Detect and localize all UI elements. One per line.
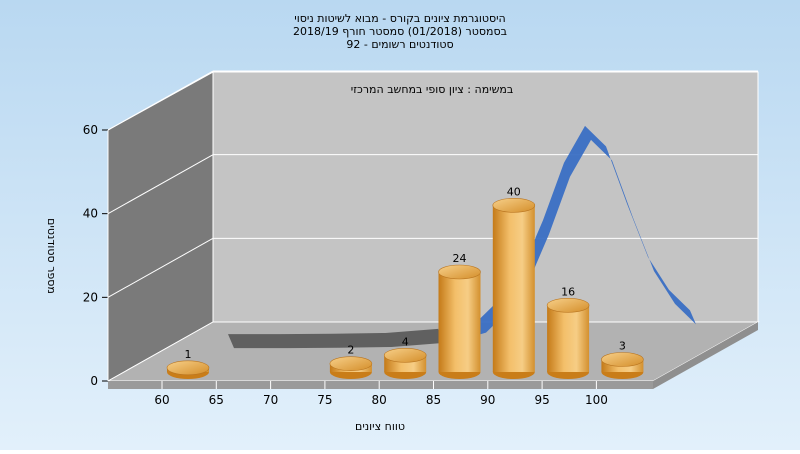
bar-75: 2 xyxy=(329,344,373,379)
y-tick-label: 40 xyxy=(83,207,98,221)
chart-title-line-1: היסטוגרמת ציונים בקורס - מבוא לשיטות ניס… xyxy=(294,12,505,25)
curve-main-segment xyxy=(438,125,696,343)
gridlines xyxy=(107,70,758,298)
back-wall xyxy=(212,71,759,323)
y-tick-label: 60 xyxy=(83,123,98,137)
bar-60: 1 xyxy=(166,348,210,379)
y-tick-label: 20 xyxy=(83,290,98,304)
x-tick-label: 75 xyxy=(317,393,332,407)
gridline-left-60 xyxy=(107,70,214,131)
x-tick-label: 100 xyxy=(585,393,608,407)
x-tick-label: 60 xyxy=(154,393,169,407)
bar-80: 4 xyxy=(383,335,427,379)
bar-value-label: 2 xyxy=(347,344,354,357)
bar-body xyxy=(492,205,535,372)
bar-value-label: 16 xyxy=(561,285,575,298)
bar-85: 24 xyxy=(438,252,481,379)
x-tick-label: 80 xyxy=(372,393,387,407)
x-tick-label: 85 xyxy=(426,393,441,407)
bar-cap xyxy=(166,360,210,376)
distribution-curve xyxy=(228,125,696,349)
bar-cap xyxy=(492,198,536,213)
axis-ticks: 0 20 40 60 60 65 70 75 80 85 90 95 100 xyxy=(83,123,608,407)
bar-cap xyxy=(438,264,481,280)
y-tick-label: 0 xyxy=(90,374,98,388)
bar-value-label: 40 xyxy=(507,185,521,198)
bar-cap xyxy=(383,348,427,363)
bar-value-label: 3 xyxy=(619,340,626,353)
x-tick-label: 90 xyxy=(480,393,495,407)
y-axis-label: מספר סטודנטים xyxy=(45,218,58,294)
bar-100: 3 xyxy=(601,340,644,379)
x-tick-label: 65 xyxy=(209,393,224,407)
bar-cap xyxy=(329,356,373,371)
floor-front-edge xyxy=(108,381,653,389)
bar-cap xyxy=(601,352,644,367)
x-axis-label: טווח ציונים xyxy=(355,420,405,433)
gridline-left-40 xyxy=(107,154,214,215)
bar-body xyxy=(547,305,590,372)
bar-95: 16 xyxy=(546,285,590,379)
bar-value-label: 1 xyxy=(185,348,192,361)
floor-side-edge xyxy=(653,322,758,389)
bar-value-label: 24 xyxy=(453,252,467,265)
chart-title-line-2: בסמסטר (01/2018) סמסטר חורף 2018/19 xyxy=(293,25,507,38)
bar-value-label: 4 xyxy=(402,335,409,348)
curve-flat-segment xyxy=(228,328,444,349)
bar-body xyxy=(438,272,481,372)
chart-annotation: במשימה : ציון סופי במחשב המרכזי xyxy=(351,83,514,96)
bar-90: 40 xyxy=(492,185,536,379)
x-tick-label: 95 xyxy=(534,393,549,407)
bar-cap xyxy=(546,298,590,313)
gridline-left-20 xyxy=(107,237,214,298)
x-tick-label: 70 xyxy=(263,393,278,407)
chart-title-line-3: סטודנטים רשומים - 92 xyxy=(346,38,453,51)
